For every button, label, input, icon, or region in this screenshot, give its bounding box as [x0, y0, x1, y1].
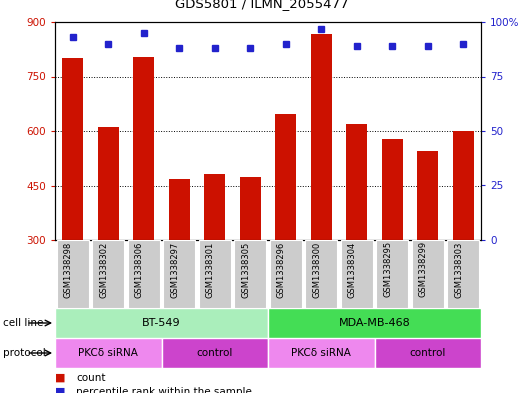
Text: protocol: protocol	[3, 348, 46, 358]
Bar	[98, 127, 119, 240]
Bar	[346, 124, 367, 240]
Bar	[162, 338, 268, 368]
Bar	[55, 308, 268, 338]
Bar	[62, 58, 83, 240]
Bar	[305, 240, 337, 308]
Text: GSM1338297: GSM1338297	[170, 241, 179, 298]
Text: GSM1338301: GSM1338301	[206, 241, 215, 298]
Text: GSM1338305: GSM1338305	[241, 241, 250, 298]
Text: percentile rank within the sample: percentile rank within the sample	[76, 387, 252, 393]
Bar	[55, 338, 162, 368]
Text: control: control	[410, 348, 446, 358]
Bar	[204, 174, 225, 240]
Text: PKCδ siRNA: PKCδ siRNA	[78, 348, 138, 358]
Text: count: count	[76, 373, 106, 383]
Bar	[268, 338, 374, 368]
Bar	[163, 240, 195, 308]
Bar	[447, 240, 479, 308]
Text: GSM1338300: GSM1338300	[312, 241, 321, 298]
Text: GSM1338306: GSM1338306	[135, 241, 144, 298]
Bar	[133, 57, 154, 240]
Bar	[234, 240, 266, 308]
Text: BT-549: BT-549	[142, 318, 181, 328]
Bar	[270, 240, 302, 308]
Text: GSM1338298: GSM1338298	[64, 241, 73, 298]
Text: GSM1338302: GSM1338302	[99, 241, 108, 298]
Bar	[168, 179, 190, 240]
Bar	[128, 240, 160, 308]
Bar	[412, 240, 444, 308]
Text: ■: ■	[55, 373, 65, 383]
Bar	[240, 177, 261, 240]
Text: PKCδ siRNA: PKCδ siRNA	[291, 348, 351, 358]
Bar	[275, 114, 297, 240]
Text: GSM1338296: GSM1338296	[277, 241, 286, 298]
Text: GSM1338303: GSM1338303	[454, 241, 463, 298]
Text: GDS5801 / ILMN_2055477: GDS5801 / ILMN_2055477	[175, 0, 348, 11]
Bar	[376, 240, 408, 308]
Text: cell line: cell line	[3, 318, 43, 328]
Text: control: control	[197, 348, 233, 358]
Bar	[374, 338, 481, 368]
Text: GSM1338295: GSM1338295	[383, 241, 392, 298]
Text: MDA-MB-468: MDA-MB-468	[338, 318, 411, 328]
Bar	[382, 139, 403, 240]
Bar	[268, 308, 481, 338]
Bar	[417, 151, 438, 240]
Bar	[311, 34, 332, 240]
Text: ■: ■	[55, 387, 65, 393]
Bar	[57, 240, 89, 308]
Bar	[199, 240, 231, 308]
Text: GSM1338304: GSM1338304	[348, 241, 357, 298]
Bar	[452, 131, 474, 240]
Bar	[341, 240, 373, 308]
Text: GSM1338299: GSM1338299	[419, 241, 428, 298]
Bar	[92, 240, 124, 308]
